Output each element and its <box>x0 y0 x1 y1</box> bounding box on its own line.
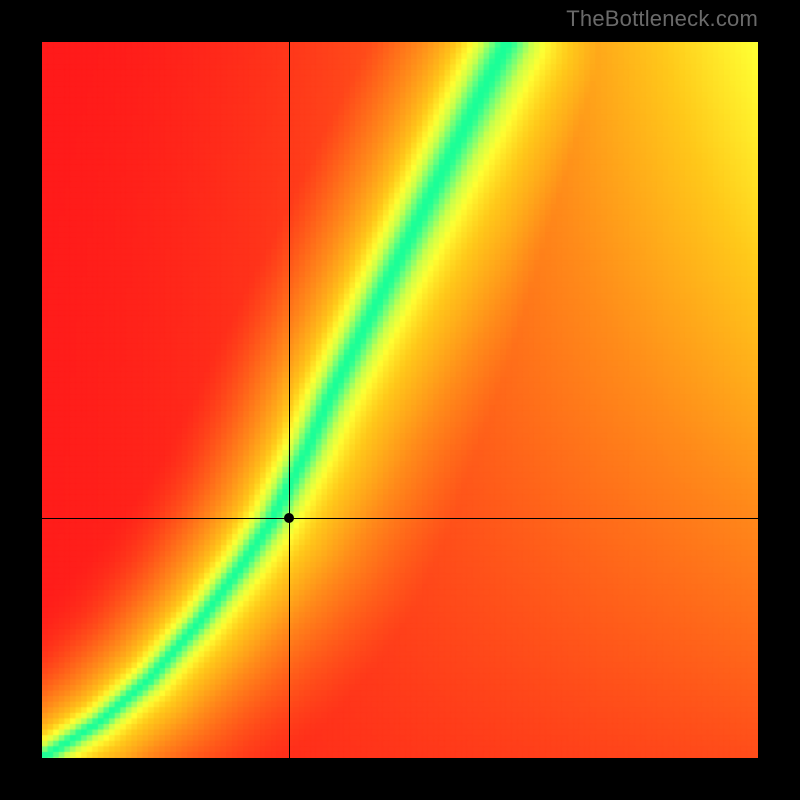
crosshair-horizontal <box>42 518 758 519</box>
heatmap-plot <box>42 42 758 758</box>
crosshair-dot <box>284 513 294 523</box>
heatmap-canvas <box>42 42 758 758</box>
watermark-text: TheBottleneck.com <box>566 6 758 32</box>
crosshair-vertical <box>289 42 290 758</box>
